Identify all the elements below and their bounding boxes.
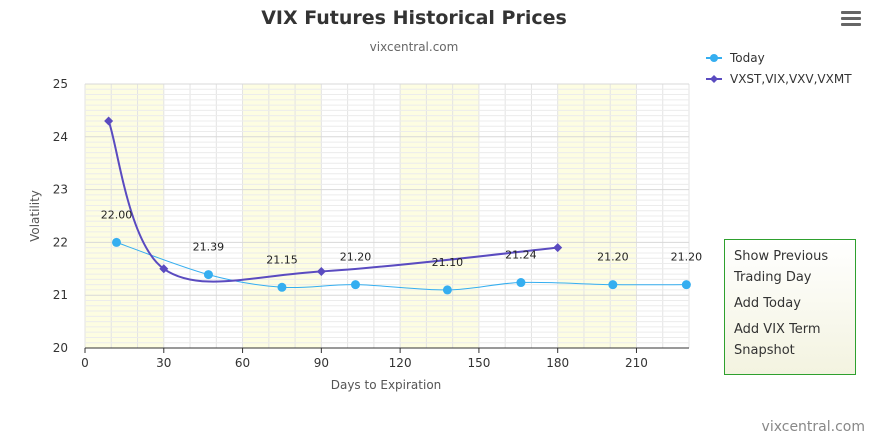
y-tick-labels: 20 21 22 23 24 25 <box>53 77 68 355</box>
hamburger-menu-icon[interactable] <box>841 11 861 27</box>
x-tick-label: 120 <box>389 356 412 370</box>
y-tick-label: 20 <box>53 341 68 355</box>
y-tick-label: 23 <box>53 183 68 197</box>
y-tick-label: 24 <box>53 130 68 144</box>
legend-item-historical[interactable]: VXST,VIX,VXV,VXMT <box>706 72 852 86</box>
data-label: 21.20 <box>671 251 703 264</box>
legend-label-today: Today <box>729 51 765 65</box>
data-label: 21.39 <box>193 241 225 254</box>
series-line-historical[interactable] <box>107 120 558 283</box>
menu-bar <box>841 11 861 14</box>
data-point[interactable] <box>442 285 452 295</box>
data-label: 21.15 <box>266 253 298 266</box>
data-point[interactable] <box>516 278 526 288</box>
x-tick-label: 60 <box>235 356 250 370</box>
add-today-button[interactable]: Add Today <box>734 296 801 311</box>
legend-item-today[interactable]: Today <box>706 51 765 65</box>
data-point[interactable] <box>553 243 563 253</box>
x-tick-label: 180 <box>546 356 569 370</box>
data-point[interactable] <box>112 237 122 247</box>
legend[interactable]: Today VXST,VIX,VXV,VXMT <box>706 51 852 86</box>
diamond-marker-icon <box>710 75 718 83</box>
chart-subtitle: vixcentral.com <box>370 40 459 54</box>
data-point[interactable] <box>159 264 169 274</box>
side-panel: Show Previous Trading Day Add Today Add … <box>724 239 856 375</box>
legend-label-historical: VXST,VIX,VXV,VXMT <box>730 72 852 86</box>
y-tick-label: 22 <box>53 235 68 249</box>
data-label: 22.00 <box>101 208 133 221</box>
data-label: 21.10 <box>432 256 464 269</box>
show-previous-day-button[interactable]: Show Previous Trading Day <box>734 249 829 285</box>
y-tick-label: 21 <box>53 288 68 302</box>
x-tick-label: 0 <box>81 356 89 370</box>
x-axis-title: Days to Expiration <box>331 378 442 392</box>
data-label: 21.20 <box>340 251 372 264</box>
data-point[interactable] <box>608 280 618 290</box>
y-tick-label: 25 <box>53 77 68 91</box>
data-point[interactable] <box>104 116 114 126</box>
add-vix-term-snapshot-button[interactable]: Add VIX Term Snapshot <box>734 322 821 358</box>
x-tick-label: 90 <box>314 356 329 370</box>
menu-bar <box>841 17 861 20</box>
chart-title: VIX Futures Historical Prices <box>261 7 567 29</box>
x-tick-labels: 0 30 60 90 120 150 180 210 <box>81 348 648 370</box>
menu-bar <box>841 23 861 26</box>
x-tick-label: 30 <box>156 356 171 370</box>
y-axis-title: Volatility <box>28 190 42 242</box>
data-point[interactable] <box>350 280 360 290</box>
data-label: 21.24 <box>505 249 537 262</box>
x-tick-label: 150 <box>467 356 490 370</box>
data-point[interactable] <box>316 266 326 276</box>
data-point[interactable] <box>277 282 287 292</box>
grid-lines <box>84 83 690 349</box>
credit-link[interactable]: vixcentral.com <box>762 419 865 435</box>
x-tick-label: 210 <box>625 356 648 370</box>
data-point[interactable] <box>203 270 213 280</box>
data-label: 21.20 <box>597 251 629 264</box>
circle-marker-icon <box>710 54 718 62</box>
data-point[interactable] <box>681 280 691 290</box>
series-layer <box>104 116 691 295</box>
data-labels: 22.00 21.39 21.15 21.20 21.10 21.24 21.20 21.20 <box>101 208 702 269</box>
